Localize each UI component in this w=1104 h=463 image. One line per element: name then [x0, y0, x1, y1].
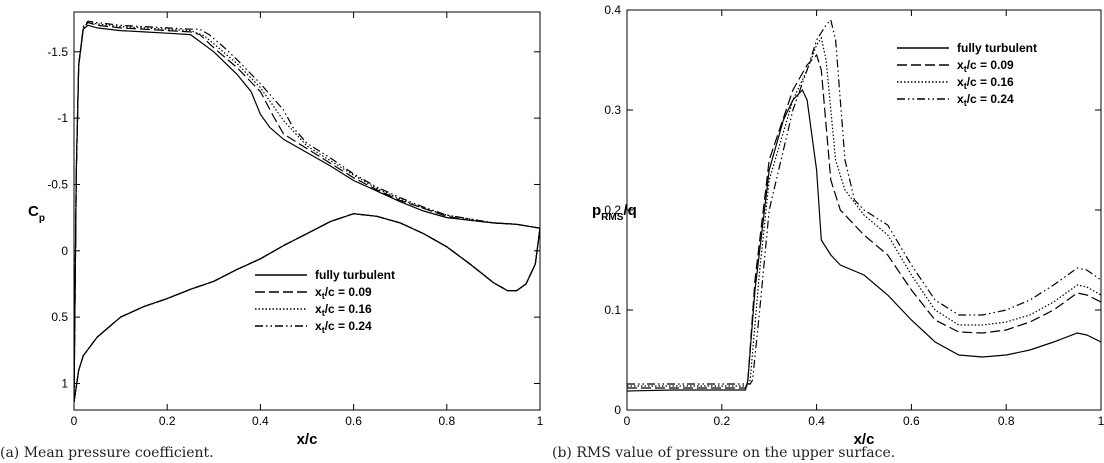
y-tick-label: 0.5 [51, 310, 68, 324]
series-line-3 [627, 18, 1101, 385]
series-line-1-upper [74, 21, 540, 403]
legend-label-rest: /c = 0.16 [967, 75, 1014, 89]
x-axis-label: x/c [854, 431, 875, 448]
x-tick-label: 1 [1098, 414, 1104, 428]
x-tick-label: 0.6 [345, 414, 362, 428]
legend-label-2: xt/c = 0.16 [315, 302, 372, 318]
y-axis-label-main: p [592, 202, 601, 219]
legend-label-rest: /c = 0.09 [325, 285, 372, 299]
series-line-0-upper [74, 24, 540, 403]
x-tick-label: 0.8 [998, 414, 1015, 428]
series-line-0-lower [74, 213, 540, 403]
y-tick-label: -1.5 [47, 45, 68, 59]
series-line-3-upper [74, 20, 540, 403]
legend-label-sub: t [964, 98, 967, 108]
legend-label-main: x [315, 302, 322, 316]
legend-label-0: fully turbulent [957, 41, 1037, 55]
y-axis-label-rest: /q [623, 202, 636, 219]
legend-label-0: fully turbulent [315, 268, 395, 282]
legend-label-main: x [957, 92, 964, 106]
y-tick-label: 0.4 [604, 3, 621, 17]
x-tick-label: 0.2 [159, 414, 176, 428]
plot-frame [73, 11, 541, 411]
figure-caption: (b) RMS value of pressure on the upper s… [552, 445, 895, 461]
series-line-2 [627, 36, 1101, 387]
legend-label-rest: /c = 0.09 [967, 58, 1014, 72]
x-tick-label: 0 [624, 414, 631, 428]
x-tick-label: 0 [71, 414, 78, 428]
legend-label-rest: /c = 0.24 [325, 319, 372, 333]
legend-label-sub: t [964, 81, 967, 91]
legend-label-rest: /c = 0.24 [967, 92, 1014, 106]
legend-label-main: x [315, 285, 322, 299]
y-tick-label: 0.3 [604, 103, 621, 117]
legend-label-sub: t [322, 308, 325, 318]
legend-label-2: xt/c = 0.16 [957, 75, 1014, 91]
x-tick-label: 0.4 [252, 414, 269, 428]
legend-label-3: xt/c = 0.24 [315, 319, 372, 335]
y-axis-label: Cp [28, 203, 45, 224]
legend-label-main: x [315, 319, 322, 333]
y-tick-label: 0.1 [604, 303, 621, 317]
y-tick-label: -0.5 [47, 177, 68, 191]
x-tick-label: 0.6 [903, 414, 920, 428]
series-line-2-lower [74, 213, 540, 403]
legend-label-3: xt/c = 0.24 [957, 92, 1014, 108]
x-tick-label: 0.8 [438, 414, 455, 428]
chart-panel-b: 0 0.2 0.4 0.6 0.8 1 0 0.1 0.2 0.3 0.4 x/c pRMS/q full… [552, 3, 1104, 461]
y-tick-label: 1 [61, 376, 68, 390]
series-line-0 [627, 88, 1101, 392]
figure-caption: (a) Mean pressure coefficient. [0, 445, 214, 461]
legend-label-main: x [957, 58, 964, 72]
legend-label-sub: t [322, 291, 325, 301]
y-axis-label-sub: RMS [601, 212, 624, 223]
legend-label-main: fully turbulent [315, 268, 395, 282]
legend-label-sub: t [964, 64, 967, 74]
legend-label-sub: t [322, 325, 325, 335]
series-line-2-upper [74, 21, 540, 403]
y-axis-label-sub: p [39, 213, 45, 224]
x-axis-label: x/c [297, 431, 318, 448]
y-axis-label-main: C [28, 203, 39, 220]
y-tick-label: 0 [61, 244, 68, 258]
y-tick-label: 0.2 [604, 203, 621, 217]
x-tick-label: 0.2 [713, 414, 730, 428]
series-line-1 [627, 53, 1101, 389]
legend-label-main: x [957, 75, 964, 89]
series-line-3-lower [74, 213, 540, 403]
x-tick-label: 0.4 [808, 414, 825, 428]
x-tick-label: 1 [537, 414, 544, 428]
legend-label-main: fully turbulent [957, 41, 1037, 55]
y-axis-label: pRMS/q [592, 202, 637, 223]
legend-label-1: xt/c = 0.09 [315, 285, 372, 301]
y-tick-label: -1 [57, 111, 68, 125]
y-tick-label: 0 [614, 403, 621, 417]
series-line-1-lower [74, 213, 540, 403]
legend-label-1: xt/c = 0.09 [957, 58, 1014, 74]
legend-label-rest: /c = 0.16 [325, 302, 372, 316]
chart-panel-a: 0 0.2 0.4 0.6 0.8 1 -1.5 -1 -0.5 0 0.5 1 x/c Cp fully … [0, 11, 544, 461]
